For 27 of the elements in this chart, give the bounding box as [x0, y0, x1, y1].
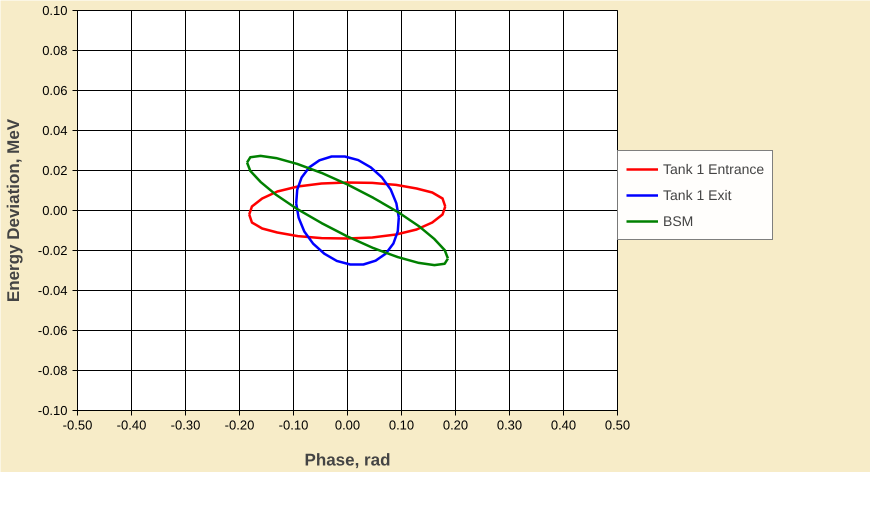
- x-tick-label: 0.40: [550, 418, 576, 432]
- x-tick-label: -0.30: [170, 418, 200, 432]
- y-tick-label: -0.02: [38, 243, 68, 258]
- x-tick-label: 0.00: [334, 418, 360, 432]
- x-tick-label: -0.40: [116, 418, 146, 432]
- y-axis-title: Energy Deviation, MeV: [4, 118, 23, 302]
- legend-label: Tank 1 Exit: [663, 187, 732, 203]
- x-tick-label: -0.10: [278, 418, 308, 432]
- y-tick-label: 0.00: [42, 203, 68, 218]
- y-tick-label: 0.08: [42, 43, 68, 58]
- y-tick-label: -0.06: [38, 323, 68, 338]
- y-tick-label: 0.02: [42, 163, 68, 178]
- y-tick-label: -0.04: [38, 283, 68, 298]
- x-tick-label: -0.50: [62, 418, 92, 432]
- y-tick-label: 0.10: [42, 3, 68, 18]
- x-tick-label: 0.20: [442, 418, 468, 432]
- x-axis-title: Phase, rad: [304, 450, 391, 470]
- y-tick-label: -0.10: [38, 403, 68, 418]
- x-tick-label: 0.30: [496, 418, 522, 432]
- x-tick-label: 0.50: [604, 418, 630, 432]
- legend-label: BSM: [663, 213, 694, 229]
- x-tick-label: 0.10: [388, 418, 414, 432]
- x-tick-label: -0.20: [224, 418, 254, 432]
- y-tick-label: 0.04: [42, 123, 68, 138]
- legend-label: Tank 1 Entrance: [663, 161, 764, 177]
- y-tick-label: -0.08: [38, 363, 68, 378]
- y-tick-label: 0.06: [42, 83, 68, 98]
